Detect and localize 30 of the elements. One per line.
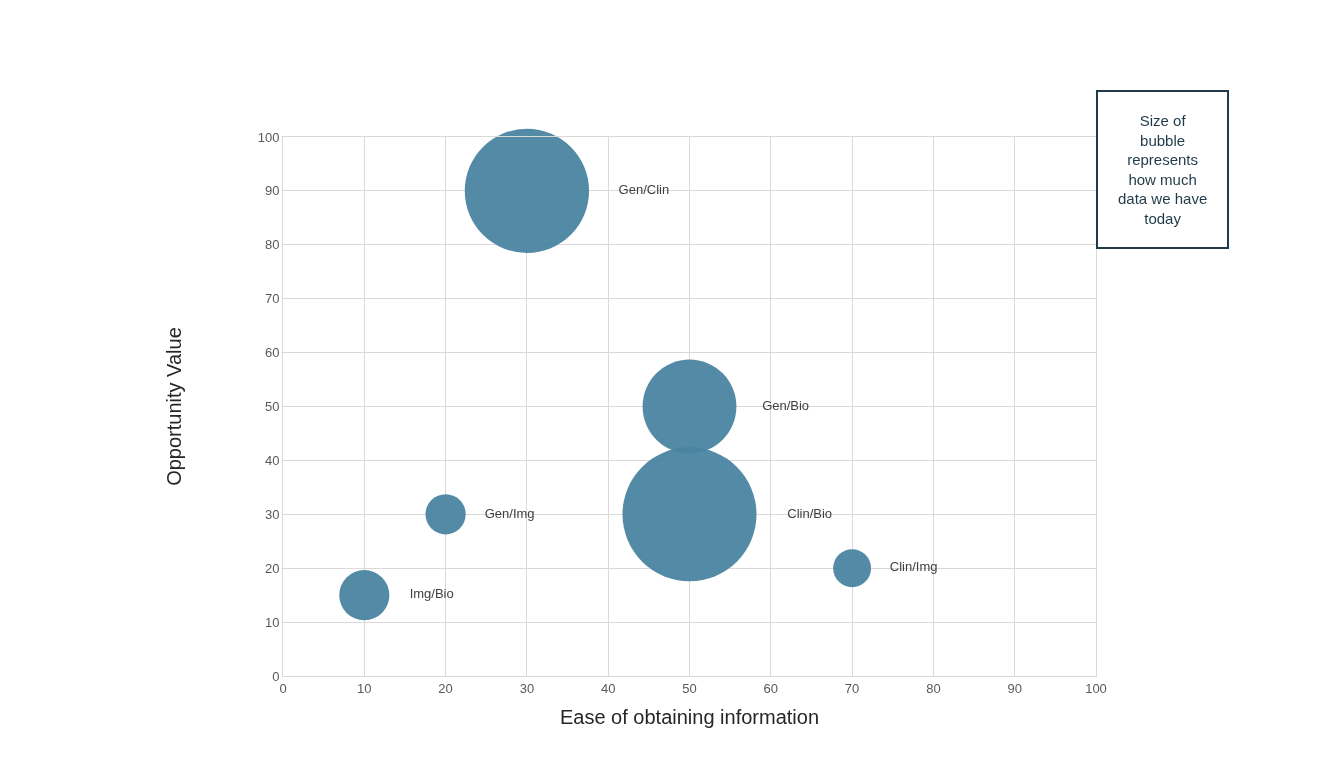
x-tick-label: 30 (519, 680, 535, 696)
y-tick-label: 0 (272, 668, 280, 684)
x-tick-label: 80 (926, 680, 941, 696)
x-tick-label: 10 (357, 680, 372, 696)
y-tick-label: 40 (264, 452, 280, 468)
text: Size of bubble represents how much data we have today (1118, 112, 1208, 227)
series-label: Gen/Img (471, 505, 535, 521)
x-tick-label: 40 (600, 680, 616, 696)
x-tick-label: 70 (844, 680, 860, 696)
y-tick-label: 20 (264, 560, 280, 576)
x-tick-label: 90 (1007, 680, 1022, 696)
series-label: Gen/Bio (749, 397, 810, 413)
series-label: Img/Bio (396, 586, 454, 602)
y-tick-label: 80 (264, 237, 280, 253)
y-tick-label: 100 (257, 129, 280, 145)
y-tick-label: 50 (264, 399, 280, 415)
y-tick-label: 90 (264, 183, 280, 199)
x-tick-label: 100 (1085, 680, 1107, 696)
y-tick-label: 70 (264, 291, 280, 307)
y-axis-title: Opportunity Value (163, 327, 186, 486)
x-axis-title: Ease of obtaining information (559, 706, 820, 729)
series-label: Clin/Img (876, 559, 938, 575)
y-tick-label: 60 (264, 345, 280, 361)
x-tick-label: 50 (682, 680, 697, 696)
text: Gen/Clin (605, 182, 670, 198)
y-tick-label: 10 (264, 614, 280, 630)
y-tick-label: 30 (264, 506, 280, 522)
x-tick-label: 60 (763, 680, 779, 696)
text: Clin/Bio (774, 505, 833, 521)
x-tick-label: 20 (438, 680, 453, 696)
